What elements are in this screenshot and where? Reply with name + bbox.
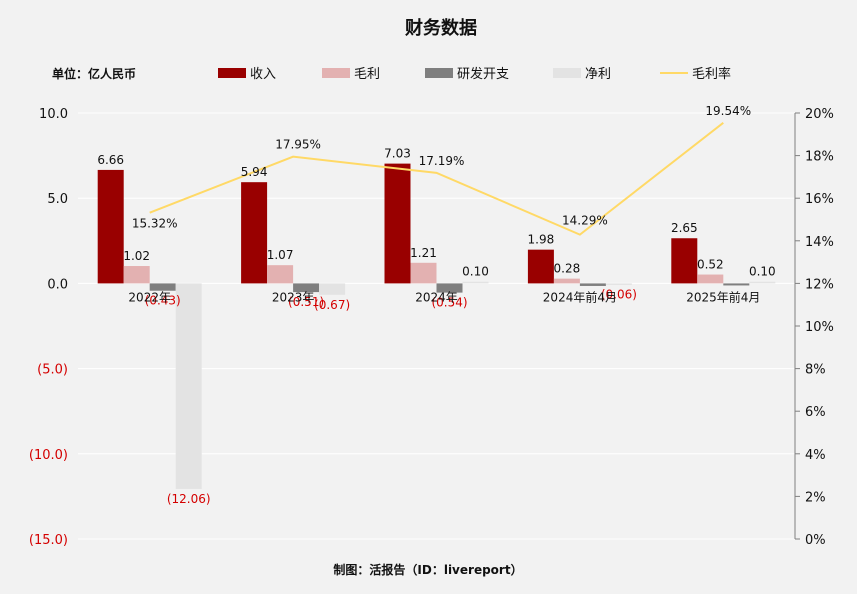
y-left-tick-5: (15.0) bbox=[29, 533, 68, 548]
bar-3-1 bbox=[319, 283, 346, 295]
legend-swatch-2 bbox=[425, 68, 453, 78]
x-tick-0: 2022年 bbox=[128, 290, 171, 304]
bar-0-1 bbox=[241, 182, 268, 284]
bar-label-1-2: 1.21 bbox=[410, 246, 437, 260]
axes: 10.0 5.0 0.0 (5.0) (10.0) (15.0) 20% 18% 16% 14% 1… bbox=[29, 107, 834, 548]
footer-credit: 制图：活报告（ID：livereport） bbox=[333, 562, 522, 577]
legend-label-3: 净利 bbox=[585, 67, 611, 82]
y-left-tick-0: 10.0 bbox=[39, 107, 68, 122]
margin-label-3: 14.29% bbox=[562, 214, 608, 228]
bars bbox=[97, 163, 776, 489]
bar-label-0-4: 2.65 bbox=[671, 221, 698, 235]
legend: 收入 毛利 研发开支 净利 毛利率 bbox=[218, 66, 731, 82]
bar-0-4 bbox=[671, 238, 698, 284]
margin-label-1: 17.95% bbox=[275, 138, 321, 152]
bar-1-4 bbox=[697, 274, 724, 284]
y-right-tick-7: 6% bbox=[805, 405, 826, 420]
bar-3-2 bbox=[462, 281, 489, 284]
bar-label-0-3: 1.98 bbox=[528, 233, 555, 247]
x-tick-4: 2025年前4月 bbox=[686, 289, 760, 304]
bar-label-1-4: 0.52 bbox=[697, 258, 724, 272]
legend-swatch-3 bbox=[553, 68, 581, 78]
bar-label-1-1: 1.07 bbox=[267, 248, 294, 262]
y-right-tick-10: 0% bbox=[805, 533, 826, 548]
margin-label-0: 15.32% bbox=[132, 217, 178, 231]
bar-label-2-1: (0.51) bbox=[288, 295, 324, 309]
y-right-tick-5: 10% bbox=[805, 320, 834, 335]
bar-label-3-4: 0.10 bbox=[749, 265, 776, 279]
margin-label-2: 17.19% bbox=[419, 154, 465, 168]
bar-2-4 bbox=[723, 283, 750, 286]
bar-label-1-0: 1.02 bbox=[123, 249, 150, 263]
bar-1-0 bbox=[123, 266, 150, 284]
legend-label-1: 毛利 bbox=[354, 67, 380, 82]
x-tick-1: 2023年 bbox=[272, 290, 315, 304]
bar-2-1 bbox=[293, 283, 320, 293]
y-left-tick-1: 5.0 bbox=[47, 192, 68, 207]
bar-0-2 bbox=[384, 163, 411, 284]
y-left-tick-2: 0.0 bbox=[47, 277, 68, 292]
y-right-tick-6: 8% bbox=[805, 363, 826, 378]
bar-label-3-2: 0.10 bbox=[462, 265, 489, 279]
bar-1-2 bbox=[410, 262, 437, 284]
y-right-tick-9: 2% bbox=[805, 490, 826, 505]
bar-0-0 bbox=[97, 169, 124, 284]
bar-1-1 bbox=[267, 265, 294, 284]
bar-label-2-0: (0.43) bbox=[145, 294, 181, 308]
x-tick-3: 2024年前4月 bbox=[543, 289, 617, 304]
y-right-tick-1: 18% bbox=[805, 150, 834, 165]
y-right-tick-0: 20% bbox=[805, 107, 834, 122]
legend-label-0: 收入 bbox=[250, 67, 276, 82]
y-right-tick-4: 12% bbox=[805, 277, 834, 292]
unit-label: 单位：亿人民币 bbox=[52, 66, 136, 81]
y-left-tick-4: (10.0) bbox=[29, 448, 68, 463]
bar-3-3 bbox=[605, 283, 632, 285]
bar-2-0 bbox=[149, 283, 176, 291]
bar-label-3-1: (0.67) bbox=[314, 298, 350, 312]
y-right-tick-3: 14% bbox=[805, 235, 834, 250]
margin-label-4: 19.54% bbox=[705, 104, 751, 118]
chart-title: 财务数据 bbox=[405, 17, 477, 39]
y-right-tick-2: 16% bbox=[805, 192, 834, 207]
legend-label-2: 研发开支 bbox=[457, 66, 509, 82]
legend-swatch-1 bbox=[322, 68, 350, 78]
bar-label-1-3: 0.28 bbox=[554, 262, 581, 276]
y-right-tick-8: 4% bbox=[805, 448, 826, 463]
x-tick-2: 2024年 bbox=[415, 290, 458, 304]
bar-2-2 bbox=[436, 283, 463, 293]
bar-label-0-1: 5.94 bbox=[241, 165, 268, 179]
margin-line bbox=[149, 122, 724, 236]
bar-label-0-0: 6.66 bbox=[97, 153, 124, 167]
margin-line-path bbox=[149, 122, 724, 236]
bar-1-3 bbox=[553, 278, 580, 284]
legend-swatch-0 bbox=[218, 68, 246, 78]
bar-2-3 bbox=[579, 283, 606, 286]
bar-3-0 bbox=[175, 283, 202, 489]
bar-label-2-2: (0.54) bbox=[431, 296, 467, 310]
bar-0-3 bbox=[527, 249, 554, 284]
y-left-tick-3: (5.0) bbox=[37, 363, 68, 378]
bar-label-3-0: (12.06) bbox=[167, 492, 211, 506]
bar-3-4 bbox=[749, 281, 776, 284]
bar-label-3-3: (0.06) bbox=[601, 287, 637, 301]
legend-label-4: 毛利率 bbox=[692, 66, 731, 82]
data-labels: 6.66 5.94 7.03 1.98 2.65 1.02 1.07 1.21 0.28 0.52… bbox=[97, 104, 775, 506]
bar-label-0-2: 7.03 bbox=[384, 147, 411, 161]
